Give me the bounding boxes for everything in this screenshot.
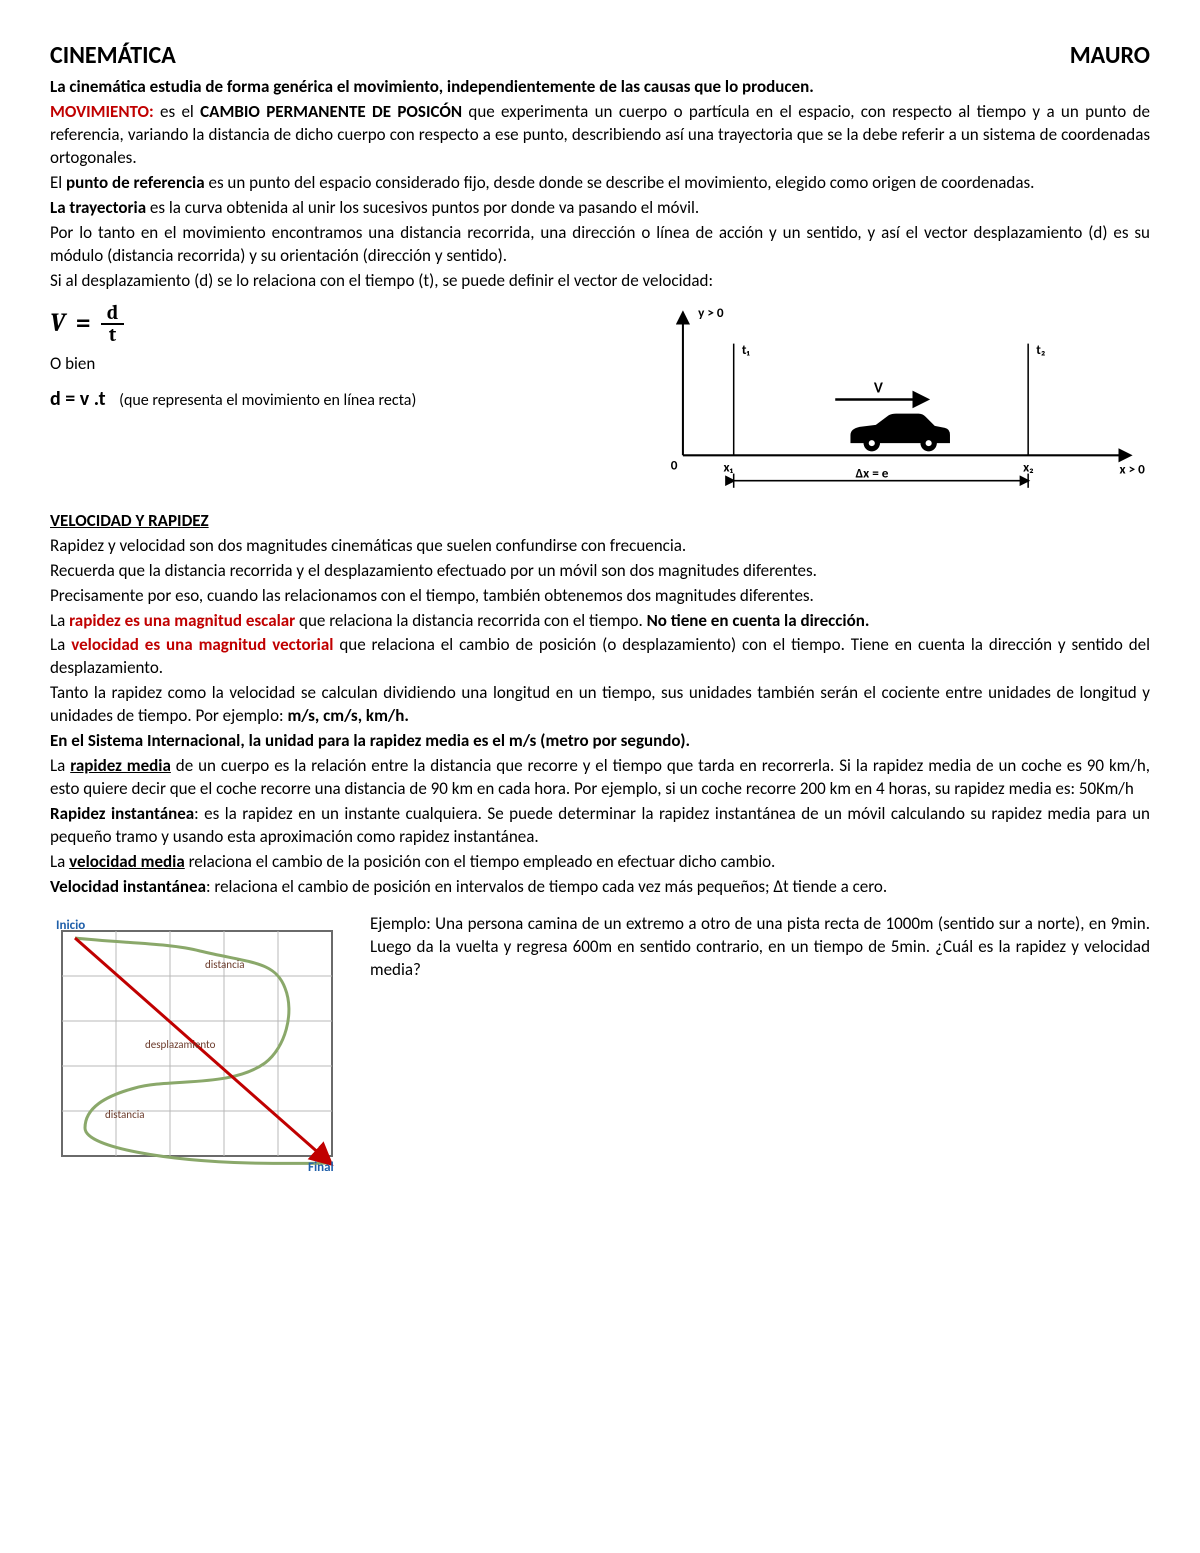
- velocity-formula: V = d t: [50, 303, 622, 345]
- car-diagram: y > 0 x > 0 0 t₁ t₂ x₁ x₂ Δx = e V: [622, 303, 1150, 496]
- s5: La velocidad es una magnitud vectorial q…: [50, 634, 1150, 680]
- dx: Δx = e: [856, 464, 889, 481]
- s1: Rapidez y velocidad son dos magnitudes c…: [50, 535, 1150, 558]
- movimiento-paragraph: MOVIMIENTO: es el CAMBIO PERMANENTE DE P…: [50, 101, 1150, 170]
- formula-left: V = d t O bien d = v .t (que representa …: [50, 303, 622, 415]
- ylabel: y > 0: [698, 304, 724, 321]
- mov-bold: CAMBIO PERMANENTE DE POSICÓN: [200, 101, 462, 122]
- frac-den: t: [103, 325, 122, 345]
- intro-line: La cinemática estudia de forma genérica …: [50, 76, 1150, 99]
- text: es el: [154, 101, 200, 122]
- text: La: [50, 634, 71, 655]
- s11-bold: Velocidad instantánea: [50, 876, 206, 897]
- formula2-bold: d = v .t: [50, 387, 106, 411]
- section-velocidad-rapidez: VELOCIDAD Y RAPIDEZ: [50, 510, 1150, 533]
- s8-bu: rapidez media: [70, 755, 171, 776]
- p5: Si al desplazamiento (d) se lo relaciona…: [50, 270, 1150, 293]
- formula2-note: (que representa el movimiento en línea r…: [119, 391, 416, 410]
- x2: x₂: [1023, 458, 1034, 475]
- s10: La velocidad media relaciona el cambio d…: [50, 851, 1150, 874]
- origin: 0: [671, 456, 678, 473]
- o-bien: O bien: [50, 353, 622, 376]
- final-label: Final: [308, 1160, 334, 1173]
- s8: La rapidez media de un cuerpo es la rela…: [50, 755, 1150, 801]
- example-row: Inicio Final distancia distancia desplaz…: [50, 913, 1150, 1173]
- text: La: [50, 610, 69, 631]
- s6-bold: m/s, cm/s, km/h.: [287, 705, 408, 726]
- path-diagram-svg: Inicio Final distancia distancia desplaz…: [50, 913, 350, 1173]
- dist-label-2: distancia: [105, 1108, 145, 1121]
- text: : es la rapidez en un instante cualquier…: [50, 803, 1150, 847]
- desp-label: desplazamiento: [145, 1038, 216, 1051]
- x1: x₁: [724, 458, 734, 475]
- s4-red: rapidez es una magnitud escalar: [69, 610, 299, 631]
- formula-row: V = d t O bien d = v .t (que representa …: [50, 303, 1150, 496]
- fraction: d t: [101, 303, 124, 345]
- formula-V: V: [50, 306, 65, 341]
- text: es la curva obtenida al unir los sucesiv…: [146, 197, 699, 218]
- text: : relaciona el cambio de posición en int…: [206, 876, 887, 897]
- t2: t₂: [1036, 341, 1045, 358]
- dist-label-1: distancia: [205, 958, 245, 971]
- title-left: CINEMÁTICA: [50, 40, 176, 72]
- trayectoria-paragraph: La trayectoria es la curva obtenida al u…: [50, 197, 1150, 220]
- inicio-label: Inicio: [56, 918, 85, 933]
- text: relaciona el cambio de la posición con e…: [185, 851, 776, 872]
- s4-bold: No tiene en cuenta la dirección.: [647, 610, 870, 631]
- car-diagram-svg: y > 0 x > 0 0 t₁ t₂ x₁ x₂ Δx = e V: [622, 303, 1150, 496]
- text: El: [50, 172, 66, 193]
- text: de un cuerpo es la relación entre la dis…: [50, 755, 1150, 799]
- page-header: CINEMÁTICA MAURO: [50, 40, 1150, 72]
- example-text: Ejemplo: Una persona camina de un extrem…: [370, 913, 1150, 1173]
- text: La: [50, 851, 69, 872]
- text: es un punto del espacio considerado fijo…: [205, 172, 1035, 193]
- s3: Precisamente por eso, cuando las relacio…: [50, 585, 1150, 608]
- text: Tanto la rapidez como la velocidad se ca…: [50, 682, 1150, 726]
- formula-eq: =: [75, 306, 90, 341]
- frac-num: d: [101, 303, 124, 325]
- movimiento-label: MOVIMIENTO:: [50, 101, 154, 122]
- vlabel: V: [874, 378, 883, 397]
- tray-bold: La trayectoria: [50, 197, 146, 218]
- s4: La rapidez es una magnitud escalar que r…: [50, 610, 1150, 633]
- formula2-line: d = v .t (que representa el movimiento e…: [50, 386, 622, 413]
- s11: Velocidad instantánea: relaciona el camb…: [50, 876, 1150, 899]
- text: La: [50, 755, 70, 776]
- p4: Por lo tanto en el movimiento encontramo…: [50, 222, 1150, 268]
- punto-referencia-paragraph: El punto de referencia es un punto del e…: [50, 172, 1150, 195]
- s5-red: velocidad es una magnitud vectorial: [71, 634, 339, 655]
- s9-bold: Rapidez instantánea: [50, 803, 194, 824]
- title-right: MAURO: [1070, 40, 1150, 72]
- xlabel: x > 0: [1120, 460, 1146, 477]
- s2: Recuerda que la distancia recorrida y el…: [50, 560, 1150, 583]
- path-diagram: Inicio Final distancia distancia desplaz…: [50, 913, 350, 1173]
- car-icon: [850, 414, 950, 452]
- text: que relaciona la distancia recorrida con…: [299, 610, 647, 631]
- p-ref-bold: punto de referencia: [66, 172, 205, 193]
- t1: t₁: [742, 341, 751, 358]
- s6: Tanto la rapidez como la velocidad se ca…: [50, 682, 1150, 728]
- s9: Rapidez instantánea: es la rapidez en un…: [50, 803, 1150, 849]
- s7: En el Sistema Internacional, la unidad p…: [50, 730, 1150, 753]
- s10-bu: velocidad media: [69, 851, 185, 872]
